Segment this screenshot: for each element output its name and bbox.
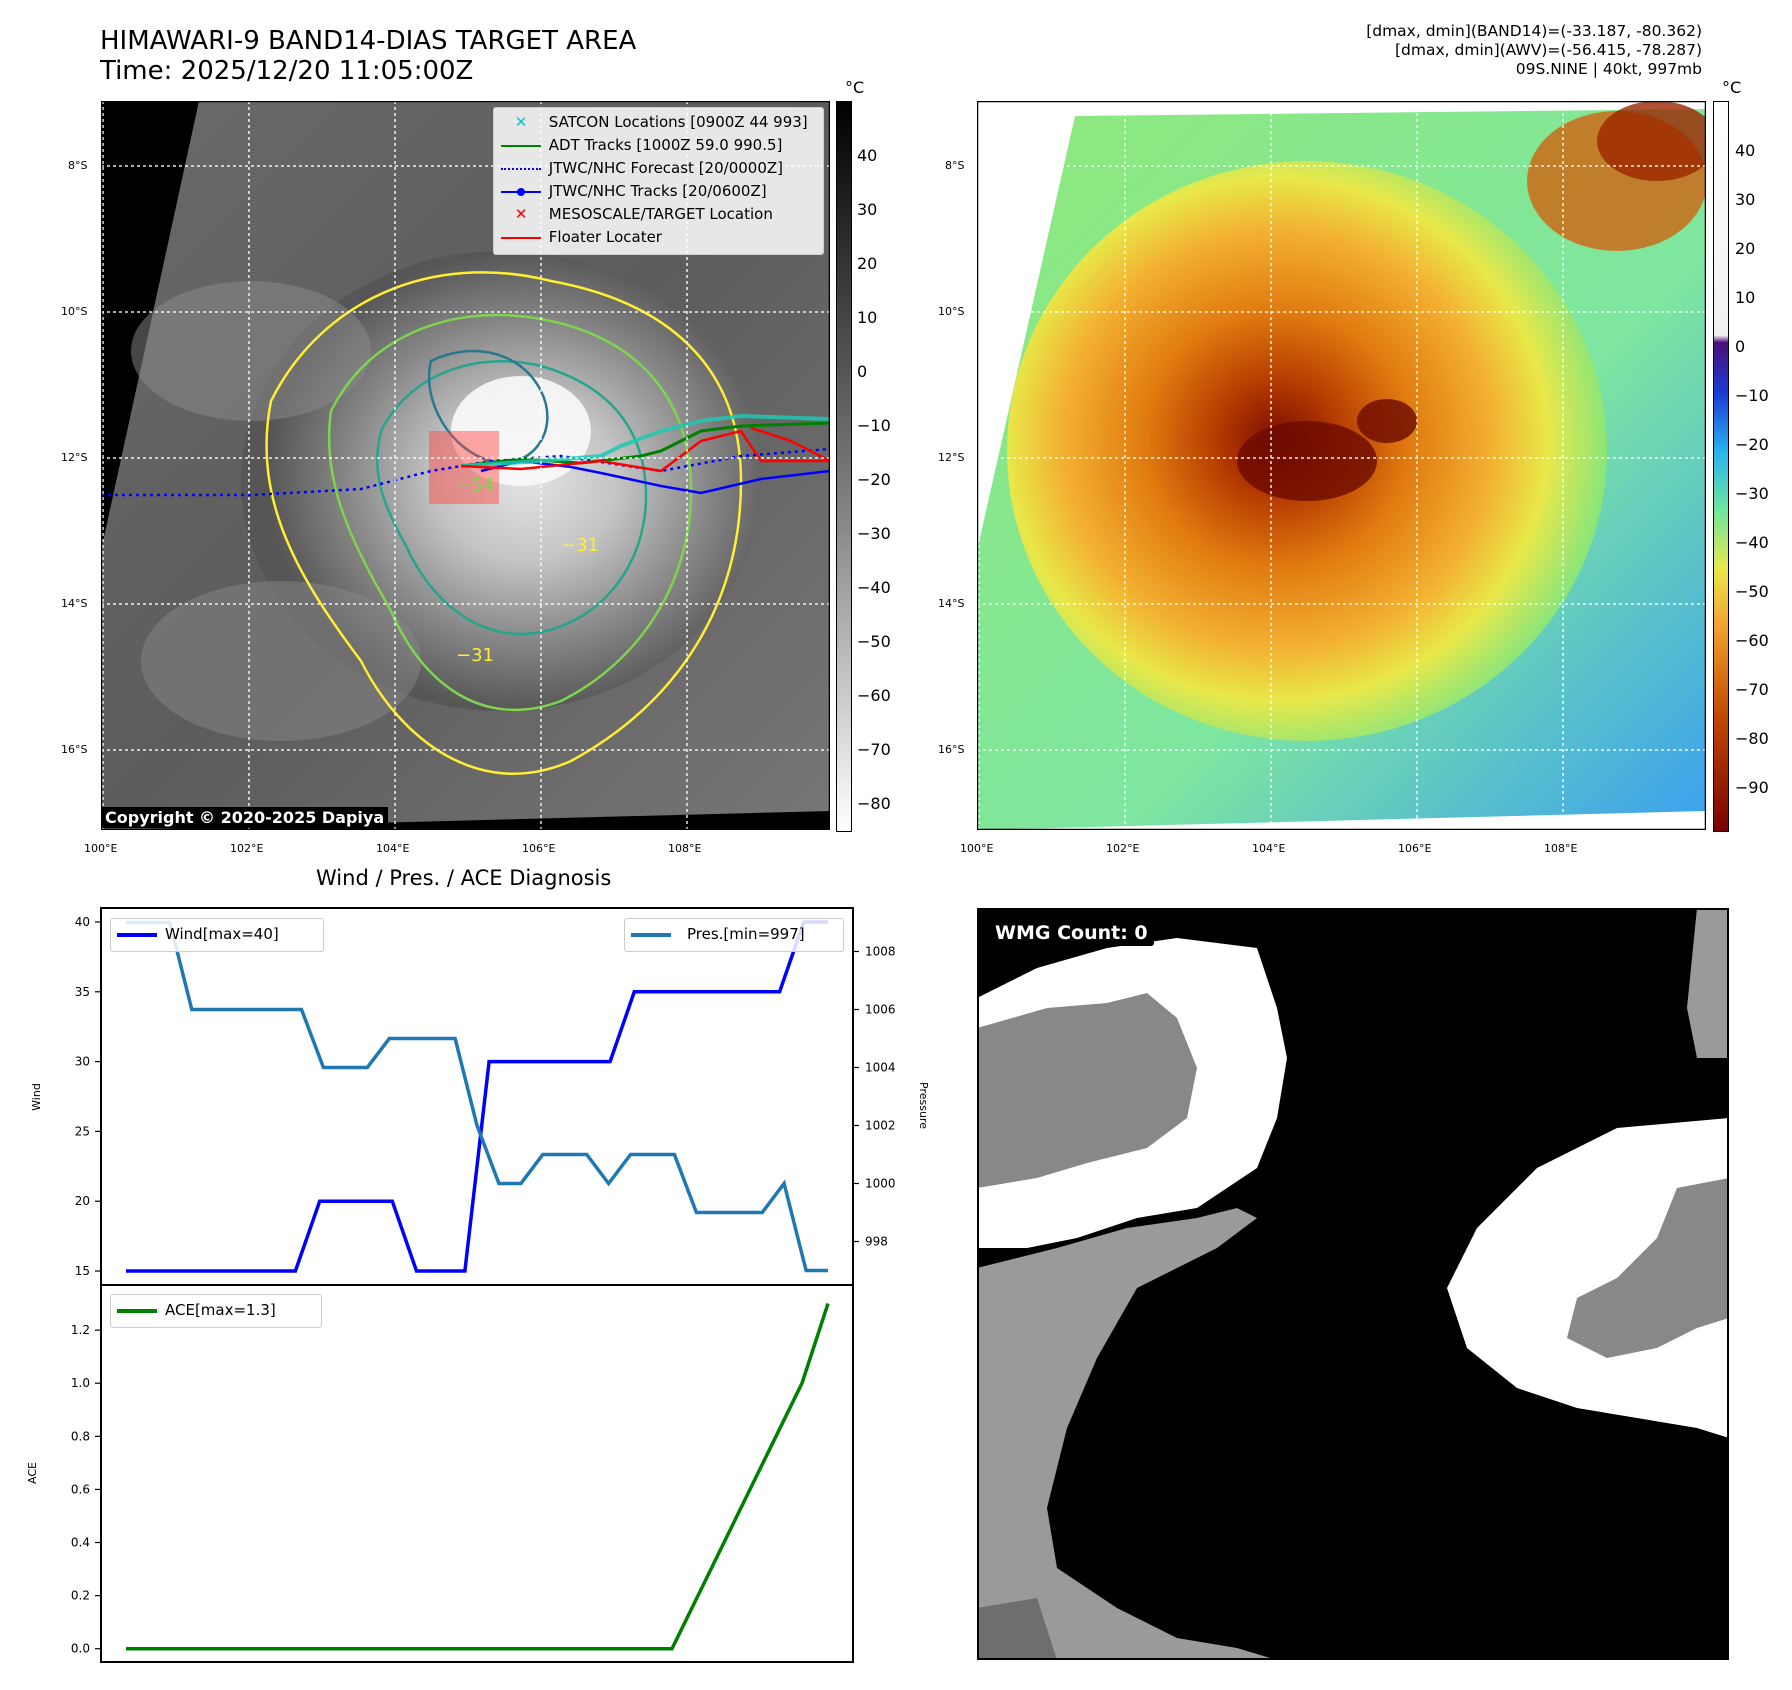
wind-yticks-tick-label: 35	[75, 985, 90, 999]
color-colorbar	[1713, 101, 1729, 832]
wind-pressure-plot-frame	[100, 907, 854, 1286]
pres-yticks-tick-label: 1002	[865, 1119, 896, 1133]
ir-map-legend: ✕ SATCON Locations [0900Z 44 993] ADT Tr…	[493, 107, 824, 255]
diagnosis-chart: 15 20 25 30 35 40 998 1000 1002 1004 1006 1008 0.0…	[26, 907, 896, 1663]
wind-yticks-tick-label: 15	[75, 1264, 90, 1278]
contour-label-31b: −31	[456, 645, 494, 666]
ace-yticks-tick-label: 0.2	[71, 1589, 90, 1603]
ace-yticks-tick-label: 0.4	[71, 1536, 90, 1550]
copyright-badge: Copyright © 2020-2025 Dapiya	[101, 807, 389, 828]
wmg-mask-image	[977, 908, 1729, 1660]
wind-yticks-tick-label: 30	[75, 1055, 90, 1069]
ace-yticks-tick-label: 0.6	[71, 1482, 90, 1496]
floater-locater-track	[460, 429, 830, 473]
pres-yticks-tick-label: 1008	[865, 945, 896, 959]
wind-series-line	[126, 920, 828, 1273]
wind-yticks-tick-label: 20	[75, 1194, 90, 1208]
pres-yticks-tick-label: 1006	[865, 1003, 896, 1017]
pres-yticks-tick-label: 1000	[865, 1177, 896, 1191]
ace-yticks-tick-label: 0.0	[71, 1642, 90, 1656]
stats-storm: 09S.NINE | 40kt, 997mb	[1515, 60, 1702, 78]
wind-yticks-tick-label: 40	[75, 915, 90, 929]
ace-legend: ACE[max=1.3]	[110, 1294, 322, 1328]
satcon-marker-icon: ✕	[514, 113, 528, 131]
ir-colorbar	[836, 101, 852, 832]
wind-y-axis: 15 20 25 30 35 40	[75, 915, 101, 1278]
pressure-y-axis: 998 1000 1002 1004 1006 1008	[853, 945, 896, 1249]
pressure-legend-line-icon	[631, 932, 671, 937]
figure-stats: [dmax, dmin](BAND14)=(-33.187, -80.362) …	[1366, 22, 1702, 79]
mesoscale-marker-icon: ✕	[514, 205, 528, 223]
title-line-2: Time: 2025/12/20 11:05:00Z	[100, 56, 474, 86]
pressure-axis-label: Pressure	[917, 1082, 930, 1129]
legend-item-mesoscale: ✕ MESOSCALE/TARGET Location	[498, 205, 773, 223]
ace-yticks-tick-label: 0.8	[71, 1429, 90, 1443]
diagnosis-title: Wind / Pres. / ACE Diagnosis	[316, 866, 612, 890]
ir-colorbar-unit: °C	[845, 78, 865, 97]
title-line-1: HIMAWARI-9 BAND14-DIAS TARGET AREA	[100, 26, 637, 56]
ace-yticks-tick-label: 1.0	[71, 1376, 90, 1390]
pressure-legend: Pres.[min=997]	[624, 918, 844, 952]
forecast-line-icon	[501, 167, 541, 170]
stats-awv: [dmax, dmin](AWV)=(-56.415, -78.287)	[1395, 41, 1702, 59]
stats-band14: [dmax, dmin](BAND14)=(-33.187, -80.362)	[1366, 22, 1702, 40]
pres-yticks-tick-label: 998	[865, 1235, 888, 1249]
pressure-series-line	[126, 920, 828, 1273]
contour-label-31a: −31	[561, 535, 599, 556]
adt-line-icon	[501, 144, 541, 147]
track-line-icon	[501, 187, 541, 196]
floater-line-icon	[501, 236, 541, 239]
ace-plot-frame	[100, 1284, 854, 1663]
wind-legend-line-icon	[117, 932, 157, 937]
wmg-panel: WMG Count: 0	[977, 908, 1729, 1660]
ace-y-label: ACE	[26, 1462, 39, 1484]
wmg-count-badge: WMG Count: 0	[989, 920, 1154, 946]
legend-item-satcon: ✕ SATCON Locations [0900Z 44 993]	[498, 113, 808, 131]
legend-item-jtwc-forecast: JTWC/NHC Forecast [20/0000Z]	[498, 159, 783, 177]
ace-y-axis: 0.0 0.2 0.4 0.6 0.8 1.0 1.2	[71, 1323, 101, 1656]
ace-series-line	[126, 1303, 830, 1651]
wind-legend: Wind[max=40]	[110, 918, 324, 952]
wind-y-label: Wind	[30, 1083, 43, 1111]
ace-yticks-tick-label: 1.2	[71, 1323, 90, 1337]
legend-item-jtwc-tracks: JTWC/NHC Tracks [20/0600Z]	[498, 182, 767, 200]
legend-item-floater: Floater Locater	[498, 228, 662, 246]
wind-yticks-tick-label: 25	[75, 1124, 90, 1138]
contour-label-54: −54	[456, 475, 494, 496]
legend-item-adt: ADT Tracks [1000Z 59.0 990.5]	[498, 136, 782, 154]
figure-title: HIMAWARI-9 BAND14-DIAS TARGET AREA Time:…	[100, 26, 636, 86]
color-colorbar-unit: °C	[1722, 78, 1742, 97]
ace-legend-line-icon	[117, 1308, 157, 1313]
color-map-panel	[976, 100, 1717, 831]
color-map-image	[976, 100, 1717, 831]
pres-yticks-tick-label: 1004	[865, 1061, 896, 1075]
